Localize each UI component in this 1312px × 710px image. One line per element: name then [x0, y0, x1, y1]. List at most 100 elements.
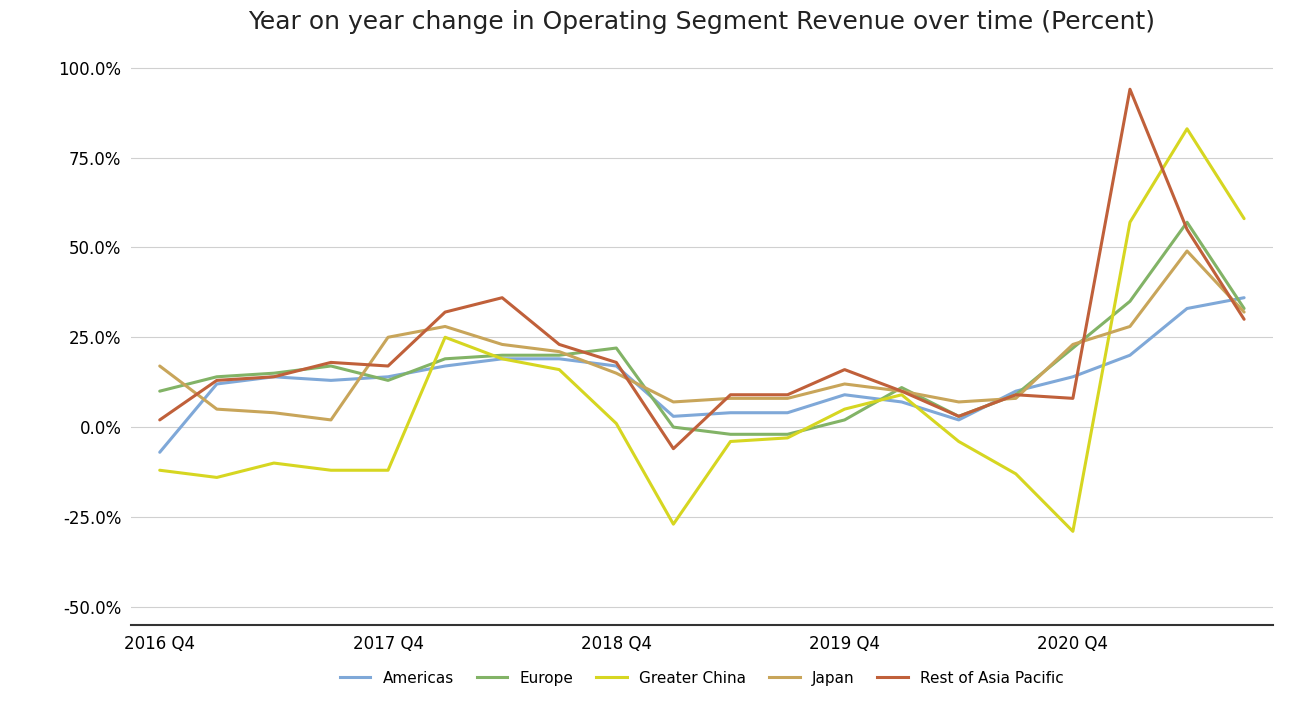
Line: Rest of Asia Pacific: Rest of Asia Pacific — [160, 89, 1244, 449]
Japan — [837, 380, 853, 388]
Japan — [1065, 340, 1081, 349]
Japan — [152, 361, 168, 371]
Greater China — [380, 466, 396, 474]
Greater China — [323, 466, 338, 474]
Japan — [723, 394, 739, 403]
Rest of Asia Pacific — [609, 358, 625, 366]
Americas — [380, 373, 396, 381]
Greater China — [951, 437, 967, 446]
Japan — [609, 369, 625, 378]
Japan — [551, 347, 567, 356]
Europe — [609, 344, 625, 352]
Line: Americas: Americas — [160, 297, 1244, 452]
Europe — [1122, 297, 1138, 305]
Greater China — [1179, 124, 1195, 133]
Rest of Asia Pacific — [837, 366, 853, 374]
Americas — [723, 408, 739, 417]
Greater China — [1008, 469, 1023, 478]
Americas — [323, 376, 338, 385]
Greater China — [893, 391, 909, 399]
Line: Japan: Japan — [160, 251, 1244, 420]
Rest of Asia Pacific — [1122, 85, 1138, 94]
Greater China — [723, 437, 739, 446]
Japan — [1236, 308, 1252, 317]
Americas — [1008, 387, 1023, 395]
Rest of Asia Pacific — [665, 444, 681, 453]
Europe — [209, 373, 224, 381]
Rest of Asia Pacific — [1008, 391, 1023, 399]
Europe — [723, 430, 739, 439]
Greater China — [779, 434, 795, 442]
Americas — [1122, 351, 1138, 359]
Americas — [893, 398, 909, 406]
Europe — [495, 351, 510, 359]
Americas — [152, 448, 168, 457]
Japan — [209, 405, 224, 413]
Greater China — [609, 419, 625, 427]
Americas — [1065, 373, 1081, 381]
Line: Europe: Europe — [160, 222, 1244, 435]
Rest of Asia Pacific — [951, 412, 967, 420]
Greater China — [837, 405, 853, 413]
Rest of Asia Pacific — [723, 391, 739, 399]
Rest of Asia Pacific — [209, 376, 224, 385]
Legend: Americas, Europe, Greater China, Japan, Rest of Asia Pacific: Americas, Europe, Greater China, Japan, … — [333, 665, 1071, 692]
Greater China — [495, 354, 510, 363]
Europe — [380, 376, 396, 385]
Europe — [1065, 344, 1081, 352]
Americas — [837, 391, 853, 399]
Greater China — [1122, 218, 1138, 226]
Greater China — [665, 520, 681, 528]
Greater China — [551, 366, 567, 374]
Rest of Asia Pacific — [152, 415, 168, 424]
Americas — [665, 412, 681, 420]
Japan — [495, 340, 510, 349]
Rest of Asia Pacific — [323, 358, 338, 366]
Japan — [779, 394, 795, 403]
Americas — [951, 415, 967, 424]
Americas — [779, 408, 795, 417]
Greater China — [209, 473, 224, 481]
Rest of Asia Pacific — [1236, 315, 1252, 324]
Americas — [209, 380, 224, 388]
Japan — [893, 387, 909, 395]
Japan — [665, 398, 681, 406]
Rest of Asia Pacific — [266, 373, 282, 381]
Americas — [437, 361, 453, 371]
Japan — [1008, 394, 1023, 403]
Europe — [1179, 218, 1195, 226]
Europe — [551, 351, 567, 359]
Americas — [266, 373, 282, 381]
Americas — [1236, 293, 1252, 302]
Japan — [1122, 322, 1138, 331]
Europe — [951, 412, 967, 420]
Line: Greater China: Greater China — [160, 129, 1244, 531]
Americas — [1179, 304, 1195, 312]
Rest of Asia Pacific — [380, 361, 396, 371]
Rest of Asia Pacific — [1179, 225, 1195, 234]
Europe — [152, 387, 168, 395]
Greater China — [437, 333, 453, 342]
Japan — [1179, 247, 1195, 256]
Japan — [266, 408, 282, 417]
Greater China — [1236, 214, 1252, 223]
Rest of Asia Pacific — [1065, 394, 1081, 403]
Japan — [323, 415, 338, 424]
Europe — [437, 354, 453, 363]
Japan — [951, 398, 967, 406]
Europe — [1008, 391, 1023, 399]
Greater China — [152, 466, 168, 474]
Japan — [437, 322, 453, 331]
Rest of Asia Pacific — [551, 340, 567, 349]
Europe — [893, 383, 909, 392]
Europe — [1236, 304, 1252, 312]
Americas — [551, 354, 567, 363]
Greater China — [1065, 527, 1081, 535]
Rest of Asia Pacific — [437, 308, 453, 317]
Americas — [495, 354, 510, 363]
Japan — [380, 333, 396, 342]
Rest of Asia Pacific — [893, 387, 909, 395]
Greater China — [266, 459, 282, 467]
Title: Year on year change in Operating Segment Revenue over time (Percent): Year on year change in Operating Segment… — [248, 10, 1156, 34]
Europe — [779, 430, 795, 439]
